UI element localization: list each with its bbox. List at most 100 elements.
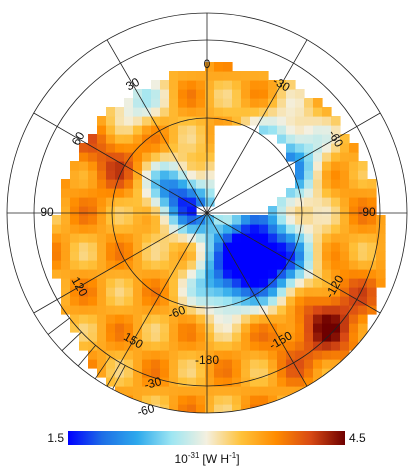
- heatmap-cell: [232, 386, 242, 396]
- heatmap-cell: [133, 359, 143, 369]
- heatmap-cell: [376, 278, 386, 288]
- heatmap-cell: [358, 323, 368, 333]
- heatmap-cell: [178, 188, 188, 198]
- heatmap-cell: [232, 368, 242, 378]
- heatmap-cell: [178, 143, 188, 153]
- heatmap-cell: [133, 323, 143, 333]
- heatmap-cell: [205, 80, 215, 90]
- heatmap-cell: [70, 287, 80, 297]
- heatmap-cell: [205, 350, 215, 360]
- heatmap-cell: [286, 251, 296, 261]
- heatmap-cell: [187, 152, 197, 162]
- heatmap-cell: [115, 314, 125, 324]
- heatmap-cell: [331, 125, 341, 135]
- heatmap-cell: [151, 206, 161, 216]
- heatmap-cell: [295, 332, 305, 342]
- heatmap-cell: [322, 179, 332, 189]
- heatmap-cell: [295, 206, 305, 216]
- heatmap-cell: [205, 143, 215, 153]
- heatmap-cell: [313, 143, 323, 153]
- heatmap-cell: [241, 404, 251, 413]
- heatmap-cell: [115, 305, 125, 315]
- heatmap-cell: [151, 107, 161, 117]
- heatmap-cell: [331, 197, 341, 207]
- heatmap-cell: [223, 71, 233, 81]
- heatmap-cell: [313, 125, 323, 135]
- heatmap-cell: [214, 116, 224, 126]
- heatmap-cell: [277, 233, 287, 243]
- heatmap-cell: [331, 359, 341, 369]
- heatmap-cell: [376, 251, 386, 261]
- heatmap-cell: [304, 278, 314, 288]
- heatmap-cell: [169, 134, 179, 144]
- heatmap-cell: [151, 152, 161, 162]
- heatmap-cell: [268, 278, 278, 288]
- heatmap-cell: [196, 269, 206, 279]
- heatmap-cell: [313, 134, 323, 144]
- heatmap-cell: [124, 233, 134, 243]
- heatmap-cell: [160, 188, 170, 198]
- heatmap-cell: [160, 170, 170, 180]
- heatmap-cell: [205, 287, 215, 297]
- heatmap-cell: [169, 206, 179, 216]
- heatmap-cell: [358, 161, 368, 171]
- heatmap-cell: [250, 233, 260, 243]
- heatmap-cell: [169, 152, 179, 162]
- heatmap-cell: [322, 278, 332, 288]
- heatmap-cell: [61, 206, 71, 216]
- heatmap-cell: [169, 71, 179, 81]
- heatmap-cell: [124, 116, 134, 126]
- heatmap-cell: [223, 224, 233, 234]
- heatmap-cell: [358, 197, 368, 207]
- heatmap-cell: [322, 251, 332, 261]
- heatmap-cell: [79, 305, 89, 315]
- heatmap-cell: [286, 404, 296, 413]
- heatmap-cell: [142, 116, 152, 126]
- heatmap-cell: [160, 107, 170, 117]
- colorbar-title-close: ]: [236, 452, 239, 466]
- heatmap-cell: [241, 116, 251, 126]
- heatmap-cell: [268, 98, 278, 108]
- heatmap-cell: [178, 341, 188, 351]
- heatmap-cell: [124, 170, 134, 180]
- heatmap-cell: [124, 206, 134, 216]
- heatmap-cell: [214, 395, 224, 405]
- heatmap-cell: [250, 80, 260, 90]
- heatmap-cell: [205, 179, 215, 189]
- heatmap-cell: [133, 233, 143, 243]
- heatmap-cell: [133, 278, 143, 288]
- heatmap-cell: [232, 233, 242, 243]
- heatmap-cell: [349, 332, 359, 342]
- heatmap-cell: [133, 116, 143, 126]
- heatmap-cell: [187, 242, 197, 252]
- latitude-tick-3: [61, 331, 82, 351]
- heatmap-cell: [169, 287, 179, 297]
- heatmap-cell: [322, 314, 332, 324]
- heatmap-cell: [70, 305, 80, 315]
- heatmap-cell: [259, 260, 269, 270]
- heatmap-cell: [142, 242, 152, 252]
- heatmap-cell: [322, 242, 332, 252]
- heatmap-cell: [331, 314, 341, 324]
- heatmap-cell: [232, 323, 242, 333]
- heatmap-cell: [277, 224, 287, 234]
- heatmap-cell: [106, 197, 116, 207]
- heatmap-cell: [313, 368, 323, 378]
- heatmap-cell: [286, 242, 296, 252]
- heatmap-cell: [259, 368, 269, 378]
- heatmap-cell: [178, 206, 188, 216]
- heatmap-cell: [331, 332, 341, 342]
- heatmap-cell: [349, 314, 359, 324]
- heatmap-cell: [169, 197, 179, 207]
- heatmap-cell: [241, 287, 251, 297]
- heatmap-cell: [160, 134, 170, 144]
- heatmap-cell: [133, 197, 143, 207]
- heatmap-cell: [286, 260, 296, 270]
- heatmap-cell: [124, 125, 134, 135]
- heatmap-cell: [115, 152, 125, 162]
- heatmap-cell: [304, 242, 314, 252]
- heatmap-cell: [106, 377, 116, 387]
- heatmap-cell: [178, 224, 188, 234]
- heatmap-cell: [223, 287, 233, 297]
- heatmap-cell: [214, 314, 224, 324]
